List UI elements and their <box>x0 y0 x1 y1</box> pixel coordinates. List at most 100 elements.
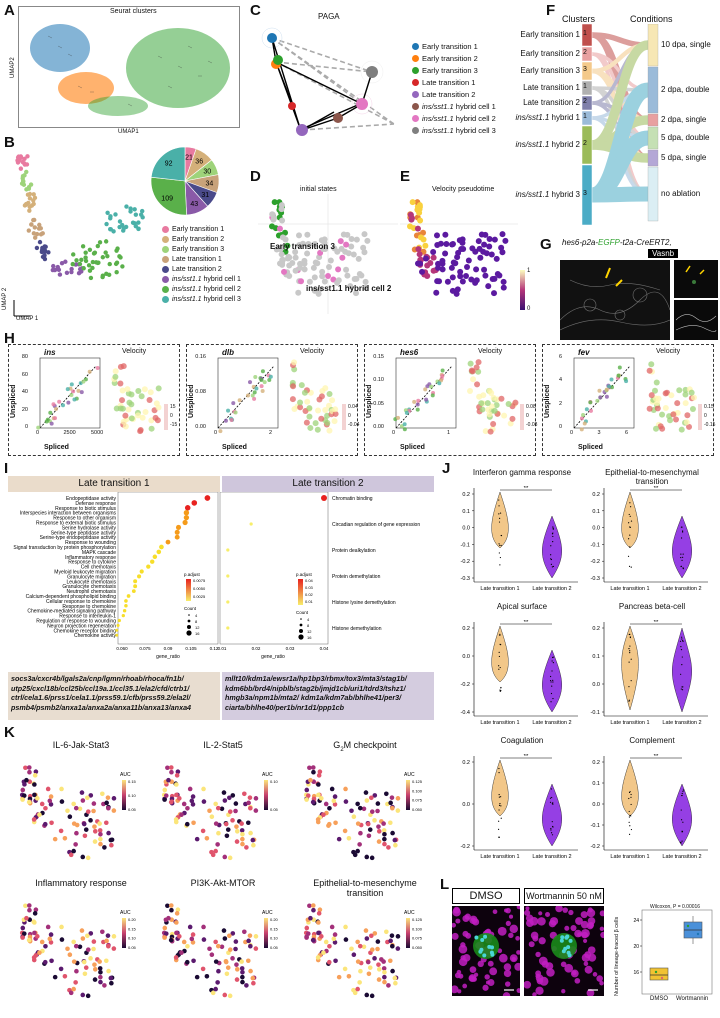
h-velocity-point <box>480 392 487 399</box>
k-point <box>33 769 39 775</box>
i-term-lt1: Serine hydrolase activity <box>62 525 117 531</box>
k-point <box>190 794 196 799</box>
h-velocity-point <box>126 399 133 406</box>
k-point <box>103 820 109 826</box>
k-cb-tick: 0.15 <box>270 926 279 931</box>
b-umap-point <box>90 265 95 271</box>
b-umap-point <box>77 261 83 267</box>
legend-item: ins/sst1.1 hybrid cell 1 <box>162 274 241 284</box>
b-umap-point <box>108 216 113 221</box>
d-point <box>292 249 299 256</box>
h-velocity-point <box>501 412 508 419</box>
h-velocity-point <box>673 416 680 423</box>
panel-b-umap <box>13 154 145 317</box>
e-point <box>444 278 451 285</box>
j-violin-lt2 <box>672 783 692 847</box>
j-title: Coagulation <box>500 736 544 745</box>
k-point <box>111 946 117 951</box>
k-point <box>175 907 181 913</box>
k-point <box>316 773 322 778</box>
panel-b-ylabel: UMAP 2 <box>2 287 8 310</box>
d-point <box>364 237 371 244</box>
k-point <box>105 795 111 800</box>
h-velocity-point <box>686 423 693 430</box>
paga-node-hybrid-3 <box>366 66 378 78</box>
h-phase-point <box>429 384 434 389</box>
h-velocity-point <box>326 427 333 434</box>
k-point <box>376 839 382 844</box>
b-umap-point <box>26 228 32 233</box>
k-cb-tick: 0.125 <box>412 917 423 922</box>
d-point <box>348 243 355 250</box>
h-phase-point <box>579 416 584 421</box>
k-point <box>234 829 240 834</box>
j-ytick: 0.1 <box>592 654 600 660</box>
h-phase-ins <box>36 357 101 430</box>
panel-f-col1: Clusters <box>562 14 596 24</box>
b-umap-point <box>124 204 129 209</box>
e-point <box>422 255 429 262</box>
h-phase-point <box>250 393 255 398</box>
panel-a-xlabel: UMAP1 <box>118 129 139 135</box>
j-ytick: 0.2 <box>462 760 470 766</box>
legend-label: ins/sst1.1 hybrid cell 3 <box>172 295 241 303</box>
panel-i-genes1: socs3a/cxcr4b/lgals2a/cnp/lgmn/rhoab/rho… <box>8 672 220 720</box>
h-velocity-point <box>498 395 505 402</box>
panel-a-umap <box>30 24 230 116</box>
i-term-lt1: Leukocyte chemotaxis <box>67 579 117 585</box>
e-point <box>433 289 440 296</box>
h-xtick: 0 <box>36 430 40 436</box>
b-umap-point <box>86 263 92 268</box>
d-point <box>339 254 346 261</box>
panel-d-title: initial states <box>300 186 337 193</box>
d-point <box>292 267 299 274</box>
k-point <box>382 974 387 980</box>
k-point <box>184 821 190 827</box>
k-point <box>246 938 251 944</box>
h-velocity-point <box>306 413 313 420</box>
h-cb-tick: -0.04 <box>348 422 360 428</box>
pie-label: 92 <box>165 160 173 167</box>
e-point <box>433 232 440 239</box>
i-padj-label-lt1: p.adjust <box>184 572 201 577</box>
k-point <box>85 933 90 939</box>
d-point <box>314 260 321 267</box>
j-violin-lt1 <box>621 759 639 817</box>
h-velocity-point <box>507 420 514 427</box>
k-point <box>91 939 97 944</box>
k-point <box>20 797 25 802</box>
k-point <box>21 931 27 936</box>
h-phase-point <box>624 379 629 384</box>
h-velocity-point <box>324 419 331 426</box>
b-umap-point <box>136 220 141 225</box>
panel-g-title: hes6-p2a-EGFP-t2a-CreERT2, <box>562 238 672 247</box>
e-point <box>491 275 498 282</box>
k-point <box>97 959 102 964</box>
k-point <box>393 842 398 848</box>
panel-letter-k: K <box>4 724 15 741</box>
h-velocity-point <box>689 406 696 413</box>
h-phase-point <box>604 394 609 399</box>
j-title: Epithelial-to-mesenchymal transition <box>605 468 699 486</box>
f-cluster-block <box>581 125 593 165</box>
h-velocity-point <box>290 383 297 390</box>
b-umap-point <box>71 252 76 257</box>
i-term-lt1: Granulocyte migration <box>67 574 116 580</box>
k-point <box>382 836 387 842</box>
g-title-egfp: EGFP <box>598 238 620 247</box>
i-term-lt1: Granulocyte chemotaxis <box>62 584 116 590</box>
h-velocity-point <box>298 382 305 389</box>
legend-label: ins/sst1.1 hybrid cell 1 <box>172 275 241 283</box>
i-dot-lt1 <box>175 524 182 530</box>
b-umap-point <box>83 255 88 260</box>
k-point <box>48 940 54 945</box>
k-auc-label: AUC <box>262 910 273 916</box>
legend-swatch <box>412 126 419 134</box>
k-point <box>364 936 370 941</box>
k-point <box>343 786 348 792</box>
d-point <box>355 255 362 262</box>
k-point <box>364 992 370 998</box>
f-condition-label: 5 dpa, single <box>661 153 707 162</box>
k-point <box>187 786 193 792</box>
j-ytick: -0.2 <box>461 559 470 565</box>
